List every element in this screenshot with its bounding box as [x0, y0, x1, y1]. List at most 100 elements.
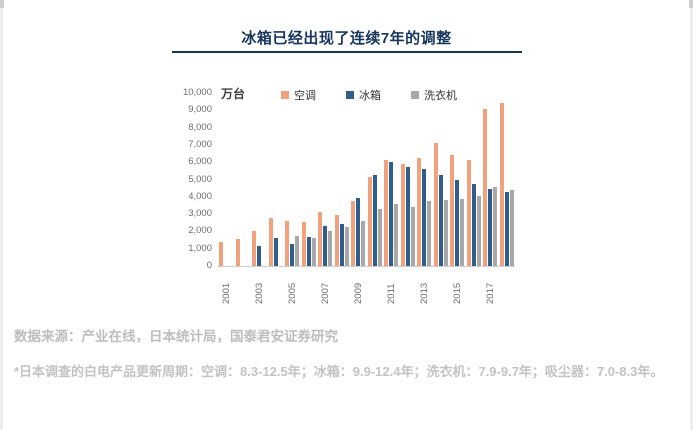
footnote: *日本调查的白电产品更新周期：空调：8.3-12.5年；冰箱：9.9-12.4年… — [14, 364, 664, 379]
x-tick-label-2009: 2009 — [353, 282, 365, 304]
bar-冰箱-2007 — [323, 226, 328, 266]
bar-洗衣机-2009 — [361, 221, 366, 266]
bar-空调-2003 — [252, 230, 257, 266]
bar-group-2015 — [449, 93, 466, 266]
y-tick-label-4,000: 4,000 — [188, 190, 212, 202]
bar-冰箱-2006 — [306, 236, 311, 266]
bar-group-2013 — [416, 93, 433, 266]
legend-item-fridge: 冰箱 — [346, 87, 381, 103]
bar-group-2003 — [251, 93, 268, 266]
bar-group-2014 — [433, 93, 450, 266]
x-tick-label-2003: 2003 — [254, 282, 266, 304]
source-note: 数据来源：产业在线，日本统计局，国泰君安证券研究 — [14, 329, 338, 344]
bar-空调-2002 — [235, 239, 240, 266]
x-axis: 2001 2003 2005 2007 2009 2011 2013 2015 2017 — [218, 270, 515, 308]
bar-group-2006 — [301, 93, 318, 266]
chart-title: 冰箱已经出现了连续7年的调整 — [241, 30, 452, 47]
bar-冰箱-2009 — [356, 197, 361, 266]
right-edge-strip — [690, 0, 693, 430]
bar-group-2007 — [317, 93, 334, 266]
y-tick-label-6,000: 6,000 — [188, 156, 212, 168]
y-tick-label-9,000: 9,000 — [188, 104, 212, 116]
top-right-corner-mark — [689, 0, 693, 8]
bar-空调-2010 — [367, 176, 372, 266]
legend-item-washer: 洗衣机 — [411, 87, 457, 103]
bar-空调-2016 — [466, 160, 471, 266]
y-tick-label-8,000: 8,000 — [188, 121, 212, 133]
bar-group-2017 — [482, 93, 499, 266]
chart-legend: 空调 冰箱 洗衣机 — [281, 87, 457, 103]
title-underline — [172, 51, 522, 53]
y-tick-label-5,000: 5,000 — [188, 173, 212, 185]
bar-冰箱-2018 — [504, 191, 509, 266]
bar-冰箱-2003 — [257, 246, 262, 266]
y-tick-label-3,000: 3,000 — [188, 208, 212, 220]
bar-group-2002 — [235, 93, 252, 266]
bar-洗衣机-2007 — [328, 231, 333, 266]
bar-空调-2005 — [285, 221, 290, 266]
bar-洗衣机-2017 — [493, 187, 498, 266]
washer-swatch-icon — [411, 91, 419, 99]
ac-swatch-icon — [281, 91, 289, 99]
bar-洗衣机-2015 — [460, 198, 465, 266]
x-tick-label-2007: 2007 — [320, 282, 332, 304]
bar-空调-2017 — [483, 109, 488, 266]
legend-label-fridge: 冰箱 — [359, 90, 381, 102]
bar-group-2008 — [334, 93, 351, 266]
legend-item-ac: 空调 — [281, 87, 316, 103]
x-tick-label-2017: 2017 — [485, 282, 497, 304]
bar-冰箱-2013 — [422, 169, 427, 266]
bar-冰箱-2012 — [405, 166, 410, 266]
bar-空调-2007 — [318, 212, 323, 266]
bar-冰箱-2004 — [273, 238, 278, 266]
top-left-corner-mark — [0, 0, 4, 8]
bar-洗衣机-2016 — [476, 195, 481, 266]
y-tick-label-10,000: 10,000 — [182, 87, 212, 98]
bar-洗衣机-2010 — [377, 208, 382, 266]
bar-空调-2008 — [334, 214, 339, 266]
bar-group-2009 — [350, 93, 367, 266]
bar-洗衣机-2011 — [394, 203, 399, 266]
bar-洗衣机-2012 — [410, 207, 415, 266]
x-tick-label-2005: 2005 — [287, 282, 299, 304]
x-tick-label-2011: 2011 — [386, 283, 398, 304]
bar-冰箱-2014 — [438, 175, 443, 266]
bar-洗衣机-2018 — [509, 189, 514, 266]
bar-冰箱-2008 — [339, 224, 344, 266]
bar-冰箱-2015 — [455, 179, 460, 266]
bar-洗衣机-2005 — [295, 235, 300, 266]
bar-group-2001 — [218, 93, 235, 266]
left-edge-strip — [0, 0, 3, 430]
y-axis-unit-label: 万台 — [221, 87, 246, 101]
bar-group-2016 — [466, 93, 483, 266]
bar-冰箱-2005 — [290, 243, 295, 266]
bar-空调-2006 — [301, 221, 306, 266]
bar-group-2011 — [383, 93, 400, 266]
bar-空调-2012 — [400, 163, 405, 266]
bar-group-2010 — [367, 93, 384, 266]
bar-洗衣机-2008 — [344, 227, 349, 266]
x-tick-label-2013: 2013 — [419, 282, 431, 304]
bar-洗衣机-2006 — [311, 238, 316, 266]
bar-冰箱-2010 — [372, 175, 377, 266]
y-tick-label-0: 0 — [206, 260, 212, 271]
x-tick-label-2001: 2001 — [221, 282, 233, 304]
bar-group-2012 — [400, 93, 417, 266]
bar-冰箱-2017 — [488, 189, 493, 266]
bar-空调-2013 — [417, 157, 422, 266]
bar-group-2018 — [499, 93, 516, 266]
x-tick-label-2015: 2015 — [452, 282, 464, 304]
plot-area — [218, 93, 515, 267]
y-tick-label-2,000: 2,000 — [188, 225, 212, 237]
bar-空调-2011 — [384, 160, 389, 266]
fridge-swatch-icon — [346, 91, 354, 99]
bar-空调-2018 — [499, 103, 504, 266]
bar-group-2005 — [284, 93, 301, 266]
legend-label-ac: 空调 — [294, 90, 316, 102]
bar-冰箱-2011 — [389, 162, 394, 266]
bar-空调-2015 — [450, 155, 455, 266]
y-axis: 0 1,000 2,000 3,000 4,000 5,000 6,000 7,000 8,00… — [150, 87, 212, 271]
bar-group-2004 — [268, 93, 285, 266]
legend-label-washer: 洗衣机 — [424, 90, 457, 102]
